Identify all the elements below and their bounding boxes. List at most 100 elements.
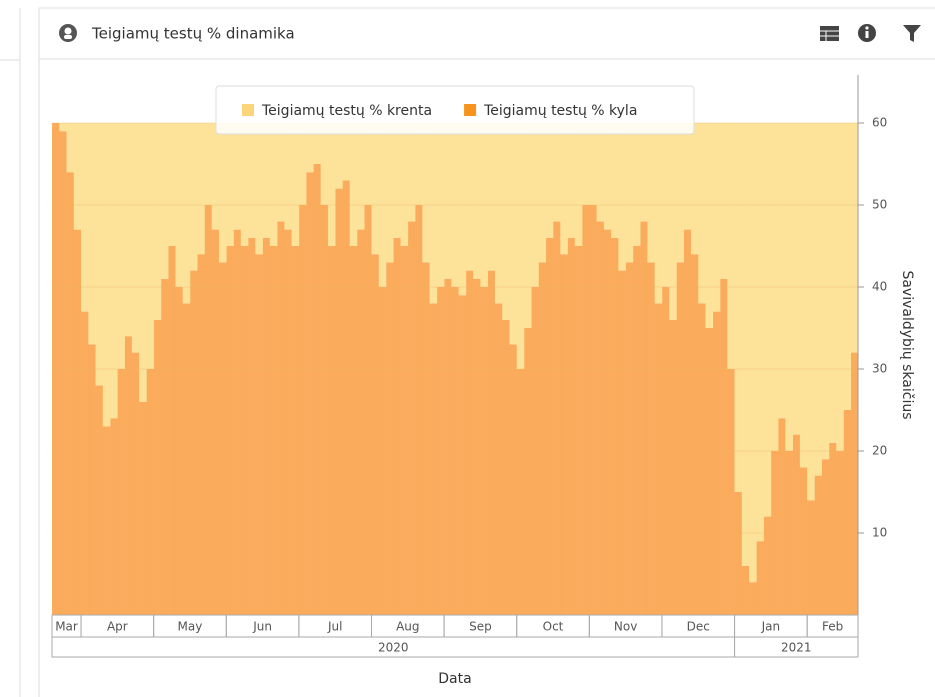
year-label: 2021 bbox=[781, 641, 812, 655]
bar bbox=[371, 123, 380, 255]
bar bbox=[269, 246, 278, 615]
bar bbox=[625, 123, 634, 263]
y-tick-label: 20 bbox=[872, 444, 887, 458]
legend-label: Teigiamų testų % kyla bbox=[483, 103, 637, 119]
bar bbox=[749, 123, 757, 583]
bar bbox=[574, 123, 583, 246]
bar bbox=[560, 123, 568, 255]
bar bbox=[632, 246, 641, 615]
bar bbox=[756, 541, 764, 615]
month-label: Oct bbox=[543, 620, 564, 634]
bar bbox=[204, 123, 213, 205]
bar bbox=[611, 123, 619, 238]
bar bbox=[560, 254, 568, 615]
bar bbox=[175, 123, 184, 287]
bar bbox=[153, 123, 162, 320]
bar bbox=[327, 123, 336, 246]
filter-icon[interactable] bbox=[903, 25, 921, 42]
bar bbox=[756, 123, 764, 542]
bar bbox=[306, 123, 314, 173]
bar bbox=[698, 303, 706, 615]
bar bbox=[814, 475, 822, 615]
bar bbox=[52, 123, 60, 615]
bar bbox=[589, 123, 597, 205]
bar bbox=[59, 123, 67, 132]
year-box bbox=[734, 636, 859, 658]
bar bbox=[690, 123, 699, 255]
bar bbox=[168, 123, 176, 246]
bar bbox=[102, 123, 111, 427]
bar bbox=[836, 123, 844, 451]
bar bbox=[248, 237, 256, 616]
bar bbox=[386, 123, 394, 263]
bar bbox=[516, 369, 525, 615]
bar bbox=[553, 123, 561, 222]
y-tick-label: 10 bbox=[872, 526, 887, 540]
bar bbox=[705, 123, 714, 328]
bar bbox=[792, 434, 801, 615]
bar bbox=[240, 123, 249, 246]
bar bbox=[320, 123, 329, 205]
bar bbox=[422, 262, 430, 615]
month-label: Jul bbox=[327, 620, 342, 634]
bar bbox=[763, 123, 772, 517]
bar bbox=[712, 123, 721, 312]
bar bbox=[436, 287, 445, 615]
month-label: Aug bbox=[396, 620, 419, 634]
bar bbox=[444, 123, 452, 279]
bar bbox=[567, 123, 576, 238]
bar bbox=[465, 123, 474, 271]
bar bbox=[313, 123, 321, 164]
bar bbox=[124, 123, 133, 337]
bar bbox=[356, 229, 365, 615]
bar bbox=[320, 205, 329, 615]
legend-swatch bbox=[242, 104, 254, 116]
bar bbox=[88, 344, 96, 615]
bar bbox=[262, 237, 271, 616]
bar bbox=[850, 123, 859, 353]
bar bbox=[168, 246, 176, 615]
bar bbox=[531, 287, 539, 615]
bar bbox=[160, 123, 169, 279]
bar bbox=[313, 164, 321, 615]
x-axis-title: Data bbox=[438, 671, 471, 687]
bar bbox=[770, 451, 779, 615]
bar bbox=[799, 123, 808, 468]
month-label: Dec bbox=[687, 620, 710, 634]
bar bbox=[596, 221, 605, 615]
bar bbox=[603, 229, 612, 615]
bar bbox=[661, 123, 670, 287]
bar bbox=[654, 123, 663, 304]
bar bbox=[342, 180, 351, 615]
bar bbox=[487, 123, 496, 271]
bar bbox=[66, 172, 75, 615]
bar bbox=[415, 205, 423, 615]
month-label: Apr bbox=[107, 620, 128, 634]
bar bbox=[95, 123, 104, 386]
title: Teigiamų testų % dinamika bbox=[91, 25, 295, 43]
bar bbox=[676, 262, 685, 615]
bar bbox=[349, 246, 358, 615]
table-icon[interactable] bbox=[820, 26, 839, 41]
bar bbox=[480, 123, 488, 287]
bar bbox=[582, 205, 590, 615]
bar bbox=[647, 123, 655, 263]
bar bbox=[393, 237, 401, 616]
bar bbox=[509, 344, 518, 615]
bar bbox=[763, 516, 772, 615]
bar bbox=[400, 246, 409, 615]
bar bbox=[378, 287, 387, 615]
bar bbox=[741, 123, 750, 566]
bar bbox=[95, 385, 104, 615]
bar bbox=[720, 278, 728, 615]
bar bbox=[473, 278, 481, 615]
bar bbox=[451, 287, 459, 615]
bar bbox=[618, 270, 626, 615]
bar bbox=[233, 229, 242, 615]
bar bbox=[110, 418, 118, 615]
info-icon[interactable] bbox=[858, 24, 876, 42]
bar bbox=[255, 254, 263, 615]
bar bbox=[197, 254, 205, 615]
bar bbox=[821, 123, 830, 460]
bar bbox=[284, 229, 292, 615]
